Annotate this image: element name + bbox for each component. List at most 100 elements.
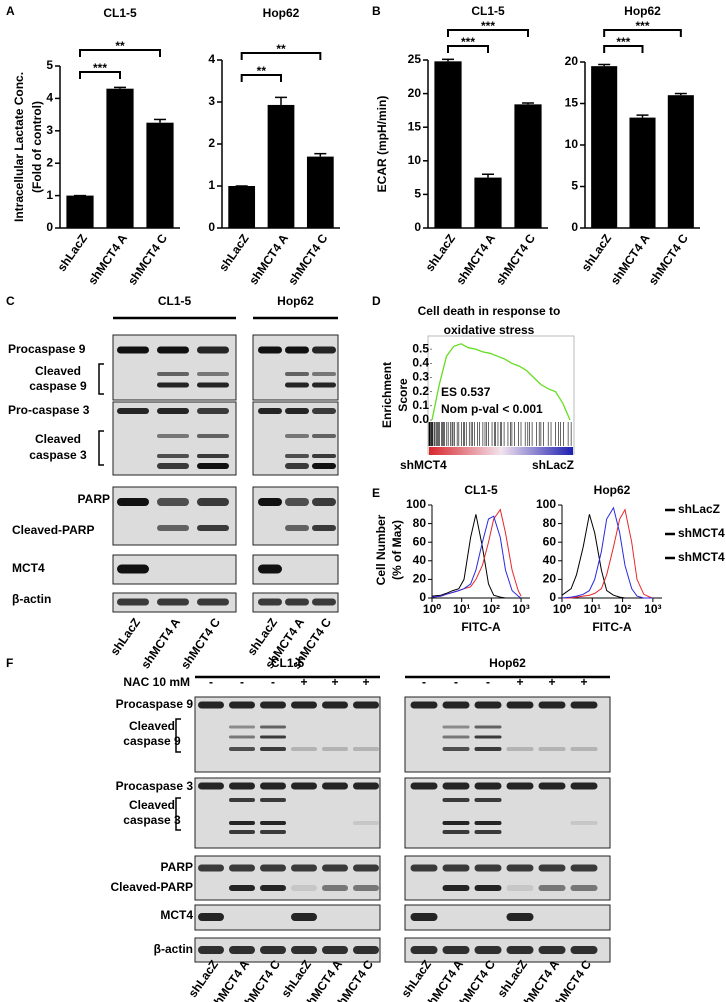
y-tick-label: 5 (571, 179, 578, 193)
y-axis-label: Score (396, 378, 410, 412)
band (570, 946, 598, 954)
treatment-sign: + (300, 675, 307, 689)
y-axis-label: Cell Number (374, 514, 388, 585)
band (197, 598, 229, 606)
band (474, 747, 502, 751)
series-line (431, 343, 571, 421)
band (285, 372, 309, 376)
x-tick-label: shMCT4 C (285, 231, 330, 287)
band (291, 782, 317, 790)
band (474, 725, 502, 729)
bar (66, 195, 94, 228)
significance-label: ** (257, 64, 267, 78)
band (229, 885, 255, 891)
band (312, 408, 336, 414)
band (474, 701, 502, 709)
lane-label: shLacZ (107, 616, 143, 658)
bar (514, 104, 542, 228)
band (570, 864, 598, 872)
y-tick-label: 40 (413, 553, 427, 567)
panel-label: F (6, 656, 13, 670)
band (570, 747, 598, 751)
treatment-sign: - (454, 675, 458, 689)
band (570, 821, 598, 825)
y-tick-label: 0 (46, 220, 53, 234)
bar (434, 61, 462, 229)
y-tick-label: 60 (543, 534, 557, 548)
series-line (431, 508, 522, 598)
band (117, 346, 149, 354)
treatment-sign: + (362, 675, 369, 689)
blot-box (404, 855, 611, 901)
band (285, 346, 309, 354)
band (322, 864, 348, 872)
x-tick-label: shMCT4 C (646, 231, 691, 287)
band (410, 864, 438, 872)
band (291, 864, 317, 872)
band (506, 864, 534, 872)
band (442, 747, 470, 751)
y-tick-label: 3 (208, 94, 215, 108)
y-tick-label: 25 (408, 52, 422, 66)
x-tick-label: 10⁰ (423, 602, 441, 616)
y-tick-label: 80 (413, 516, 427, 530)
band (260, 701, 286, 709)
band (474, 946, 502, 954)
band (353, 747, 379, 751)
panel-label: B (372, 4, 381, 18)
y-tick-label: 5 (46, 58, 53, 72)
band (353, 864, 379, 872)
significance-label: ** (115, 39, 125, 53)
y-tick-label: 0 (419, 590, 426, 604)
x-tick-label: shLacZ (422, 232, 458, 274)
significance-label: *** (635, 19, 649, 33)
band (260, 735, 286, 739)
y-tick-label: 0 (549, 590, 556, 604)
band (410, 701, 438, 709)
band (258, 408, 282, 414)
band (197, 454, 229, 458)
y-tick-label: 20 (543, 572, 557, 586)
treatment-label: NAC 10 mM (123, 675, 190, 689)
band (353, 821, 379, 825)
x-tick-label: 10¹ (584, 602, 601, 616)
band (197, 463, 229, 469)
band (312, 498, 336, 506)
row-bracket (175, 718, 181, 753)
y-tick-label: 1 (208, 178, 215, 192)
significance-bracket (447, 45, 489, 53)
treatment-sign: - (240, 675, 244, 689)
bar (474, 177, 502, 228)
lane-label: shMCT4 C (178, 615, 223, 671)
band (285, 408, 309, 414)
row-label: Procaspase 3 (116, 779, 194, 793)
chart-title: CL1-5 (464, 483, 498, 497)
y-axis-label: Enrichment (380, 362, 394, 428)
band (229, 946, 255, 954)
chart-title: Hop62 (624, 4, 661, 18)
row-label: Cleaved (129, 719, 175, 733)
x-axis-label: FITC-A (461, 620, 501, 634)
bar (629, 117, 656, 228)
group-label: CL1-5 (271, 656, 305, 670)
band (157, 454, 189, 458)
group-label: CL1-5 (158, 294, 192, 308)
x-tick-label: shLacZ (579, 232, 615, 274)
y-tick-label: 10 (565, 137, 579, 151)
band (117, 498, 149, 506)
y-tick-label: 20 (413, 572, 427, 586)
band (258, 598, 282, 606)
blot-box (404, 777, 611, 849)
band (322, 747, 348, 751)
row-label: Cleaved-PARP (12, 523, 94, 537)
row-label: MCT4 (12, 561, 45, 575)
x-tick-label: shLacZ (54, 232, 90, 274)
significance-bracket (603, 45, 644, 53)
y-tick-label: 4 (208, 52, 215, 66)
band (258, 346, 282, 354)
row-label: Cleaved (35, 432, 81, 446)
band (322, 782, 348, 790)
band (322, 946, 348, 954)
band (312, 372, 336, 376)
band (410, 913, 438, 921)
